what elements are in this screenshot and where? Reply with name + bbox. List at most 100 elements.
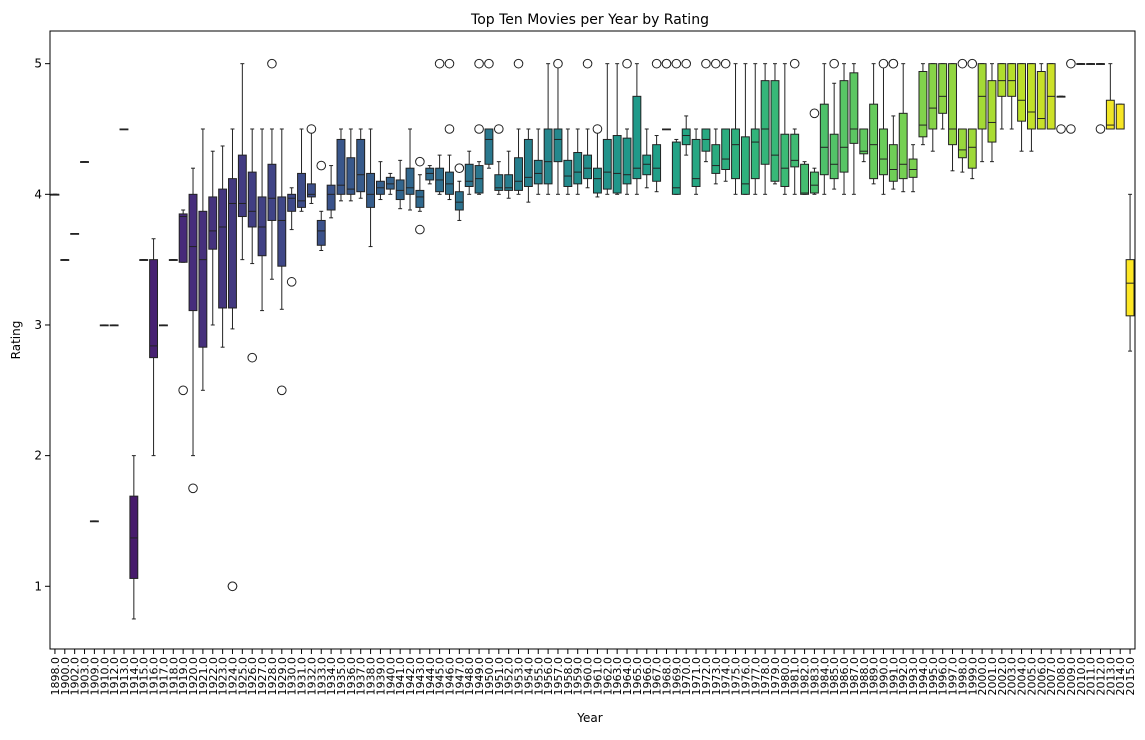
x-tick-label: 1939.0	[374, 657, 387, 696]
x-tick-label: 1991.0	[887, 657, 900, 696]
box-1910.0	[99, 324, 109, 327]
x-tick-label: 1989.0	[868, 657, 881, 696]
x-tick-label: 2003.0	[1006, 657, 1019, 696]
box-iqr	[800, 163, 810, 195]
outlier-point	[316, 160, 327, 171]
box-1964.0	[622, 58, 632, 195]
box-series	[50, 58, 1135, 620]
box-1902.0	[70, 233, 80, 235]
x-tick-label: 1969.0	[670, 657, 683, 696]
x-tick-label: 1958.0	[562, 657, 575, 696]
box-1961.0	[592, 124, 603, 198]
x-tick-label: 1900.0	[59, 657, 72, 696]
outlier-point	[306, 124, 317, 134]
outlier-point	[178, 385, 188, 396]
box-iqr	[1026, 63, 1036, 130]
box-1929.0	[276, 128, 287, 396]
y-tick-label: 5	[34, 57, 42, 71]
x-tick-label: 1981.0	[789, 657, 802, 696]
x-tick-label: 1903.0	[79, 657, 92, 696]
box-1963.0	[612, 63, 622, 195]
box-iqr	[257, 196, 267, 257]
box-1954.0	[523, 128, 533, 203]
outlier-point	[651, 58, 662, 69]
box-1953.0	[513, 58, 524, 195]
x-tick-label: 1967.0	[651, 657, 664, 696]
y-tick-label: 3	[34, 318, 42, 332]
box-iqr	[228, 178, 237, 309]
x-tick-label: 1913.0	[118, 657, 131, 696]
box-1987.0	[849, 63, 859, 195]
x-tick-label: 1910.0	[98, 657, 111, 696]
box-1994.0	[918, 63, 928, 146]
box-2006.0	[1036, 63, 1046, 130]
x-tick-label: 1917.0	[157, 657, 170, 696]
box-1983.0	[809, 108, 820, 195]
outlier-point	[789, 58, 800, 69]
x-tick-label: 1966.0	[641, 657, 654, 696]
box-1951.0	[493, 124, 504, 195]
box-1981.0	[789, 58, 800, 195]
x-tick-label: 1986.0	[838, 657, 851, 696]
box-1939.0	[375, 161, 385, 201]
box-iqr	[780, 133, 790, 187]
x-tick-label: 1964.0	[621, 657, 634, 696]
x-tick-label: 1972.0	[700, 657, 713, 696]
x-tick-label: 1983.0	[808, 657, 821, 696]
box-1985.0	[829, 58, 839, 190]
box-iqr	[691, 138, 701, 187]
outlier-point	[1056, 124, 1066, 134]
box-1976.0	[740, 63, 750, 195]
box-iqr	[267, 163, 277, 221]
plot-area	[49, 30, 1136, 650]
box-1922.0	[208, 150, 218, 326]
box-1926.0	[247, 128, 258, 363]
x-tick-label: 1923.0	[217, 657, 230, 696]
outlier-point	[188, 483, 198, 494]
box-iqr	[760, 80, 770, 165]
box-1936.0	[346, 128, 356, 202]
x-tick-label: 1929.0	[276, 657, 289, 696]
x-tick-label: 1948.0	[463, 657, 476, 696]
x-tick-label: 1924.0	[226, 657, 239, 696]
box-iqr	[740, 136, 750, 195]
x-tick-label: 1931.0	[296, 657, 309, 696]
box-iqr	[701, 128, 711, 152]
box-1957.0	[553, 58, 563, 195]
box-1920.0	[188, 167, 198, 494]
x-tick-label: 1942.0	[404, 657, 417, 696]
box-1995.0	[928, 63, 938, 152]
x-tick-label: 1949.0	[473, 657, 486, 696]
x-tick-label: 1971.0	[690, 657, 703, 696]
box-1949.0	[474, 58, 484, 195]
x-tick-label: 1988.0	[858, 657, 871, 696]
box-iqr	[849, 72, 859, 144]
box-1916.0	[149, 238, 159, 457]
box-iqr	[316, 219, 326, 246]
box-1941.0	[395, 159, 405, 210]
x-tick-label: 1996.0	[937, 657, 950, 696]
box-2014.0	[1115, 103, 1125, 130]
box-iqr	[553, 128, 563, 163]
x-tick-label: 1978.0	[759, 657, 772, 696]
x-axis-label: Year	[576, 711, 602, 725]
outlier-point	[434, 58, 445, 69]
y-tick-label: 4	[34, 187, 42, 201]
box-2007.0	[1046, 63, 1056, 130]
box-iqr	[938, 63, 948, 114]
outlier-point	[484, 58, 494, 69]
box-2005.0	[1026, 63, 1036, 152]
x-tick-label: 1956.0	[542, 657, 555, 696]
box-iqr	[918, 71, 928, 138]
x-tick-label: 1992.0	[897, 657, 910, 696]
box-1912.0	[109, 324, 119, 327]
x-tick-label: 1898.0	[49, 657, 62, 696]
box-1938.0	[366, 128, 376, 248]
box-1927.0	[257, 128, 267, 312]
box-1947.0	[454, 163, 465, 221]
x-tick-label: 1946.0	[443, 657, 456, 696]
box-iqr	[829, 133, 839, 180]
box-iqr	[652, 144, 662, 182]
x-tick-label: 1921.0	[197, 657, 210, 696]
x-tick-label: 1985.0	[828, 657, 841, 696]
